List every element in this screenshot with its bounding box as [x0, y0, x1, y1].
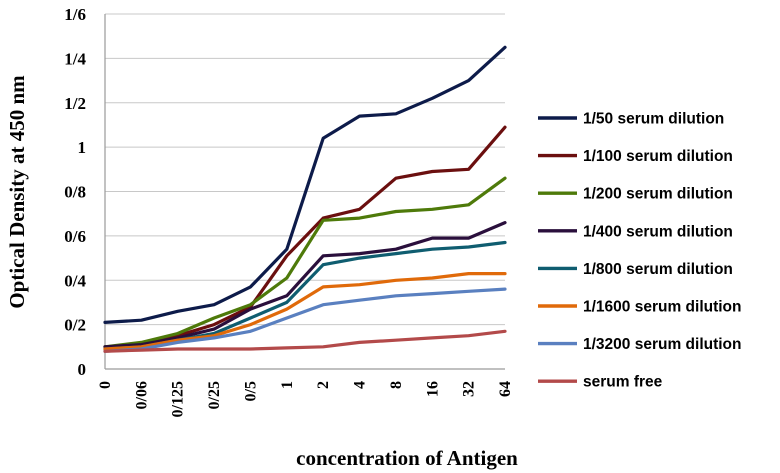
x-tick-label: 0/25 [206, 381, 223, 409]
legend-label: 1/800 serum dilution [583, 261, 733, 278]
x-tick-label: 32 [461, 381, 478, 397]
legend-label: 1/1600 serum dilution [583, 299, 742, 316]
x-tick-label: 0/5 [242, 381, 259, 401]
series-line [103, 329, 507, 353]
x-tick-label: 1 [279, 381, 296, 389]
x-tick-label: 0/125 [170, 381, 187, 417]
series-lines [103, 45, 507, 353]
legend-label: 1/200 serum dilution [583, 186, 733, 203]
series-line [103, 176, 507, 349]
x-tick-label: 2 [315, 381, 332, 389]
y-tick-label: 1/6 [64, 5, 86, 24]
y-tick-labels: 0 0/2 0/4 0/6 0/8 1 1/2 1/4 1/6 [64, 5, 86, 379]
x-tick-label: 0 [97, 381, 114, 389]
y-tick-label: 1 [78, 138, 87, 157]
series-line [103, 240, 507, 351]
series-line [103, 221, 507, 349]
y-axis-title: Optical Density at 450 nm [5, 75, 29, 309]
x-axis-title: concentration of Antigen [296, 446, 518, 470]
y-tick-label: 1/4 [64, 49, 86, 68]
y-tick-label: 1/2 [64, 94, 86, 113]
x-tick-labels: 0 0/06 0/125 0/25 0/5 1 2 4 8 16 32 64 [97, 381, 514, 417]
legend: 1/50 serum dilution 1/100 serum dilution 1… [538, 111, 742, 391]
series-line [103, 287, 507, 353]
series-line [103, 125, 507, 349]
legend-label: 1/50 serum dilution [583, 111, 724, 128]
y-tick-label: 0/4 [64, 271, 86, 290]
x-tick-label: 0/06 [133, 381, 150, 409]
axes [104, 14, 505, 370]
legend-label: 1/100 serum dilution [583, 148, 733, 165]
y-tick-label: 0/2 [64, 316, 86, 335]
y-tick-label: 0/6 [64, 227, 86, 246]
y-tick-label: 0 [78, 360, 87, 379]
x-tick-label: 8 [388, 381, 405, 389]
series-line [103, 45, 507, 324]
legend-label: serum free [583, 374, 663, 391]
x-tick-label: 4 [352, 381, 369, 389]
x-tick-label: 16 [424, 381, 441, 397]
legend-label: 1/3200 serum dilution [583, 336, 742, 353]
series-line [103, 272, 507, 351]
legend-label: 1/400 serum dilution [583, 223, 733, 240]
x-tick-label: 64 [497, 381, 514, 397]
y-tick-label: 0/8 [64, 183, 86, 202]
